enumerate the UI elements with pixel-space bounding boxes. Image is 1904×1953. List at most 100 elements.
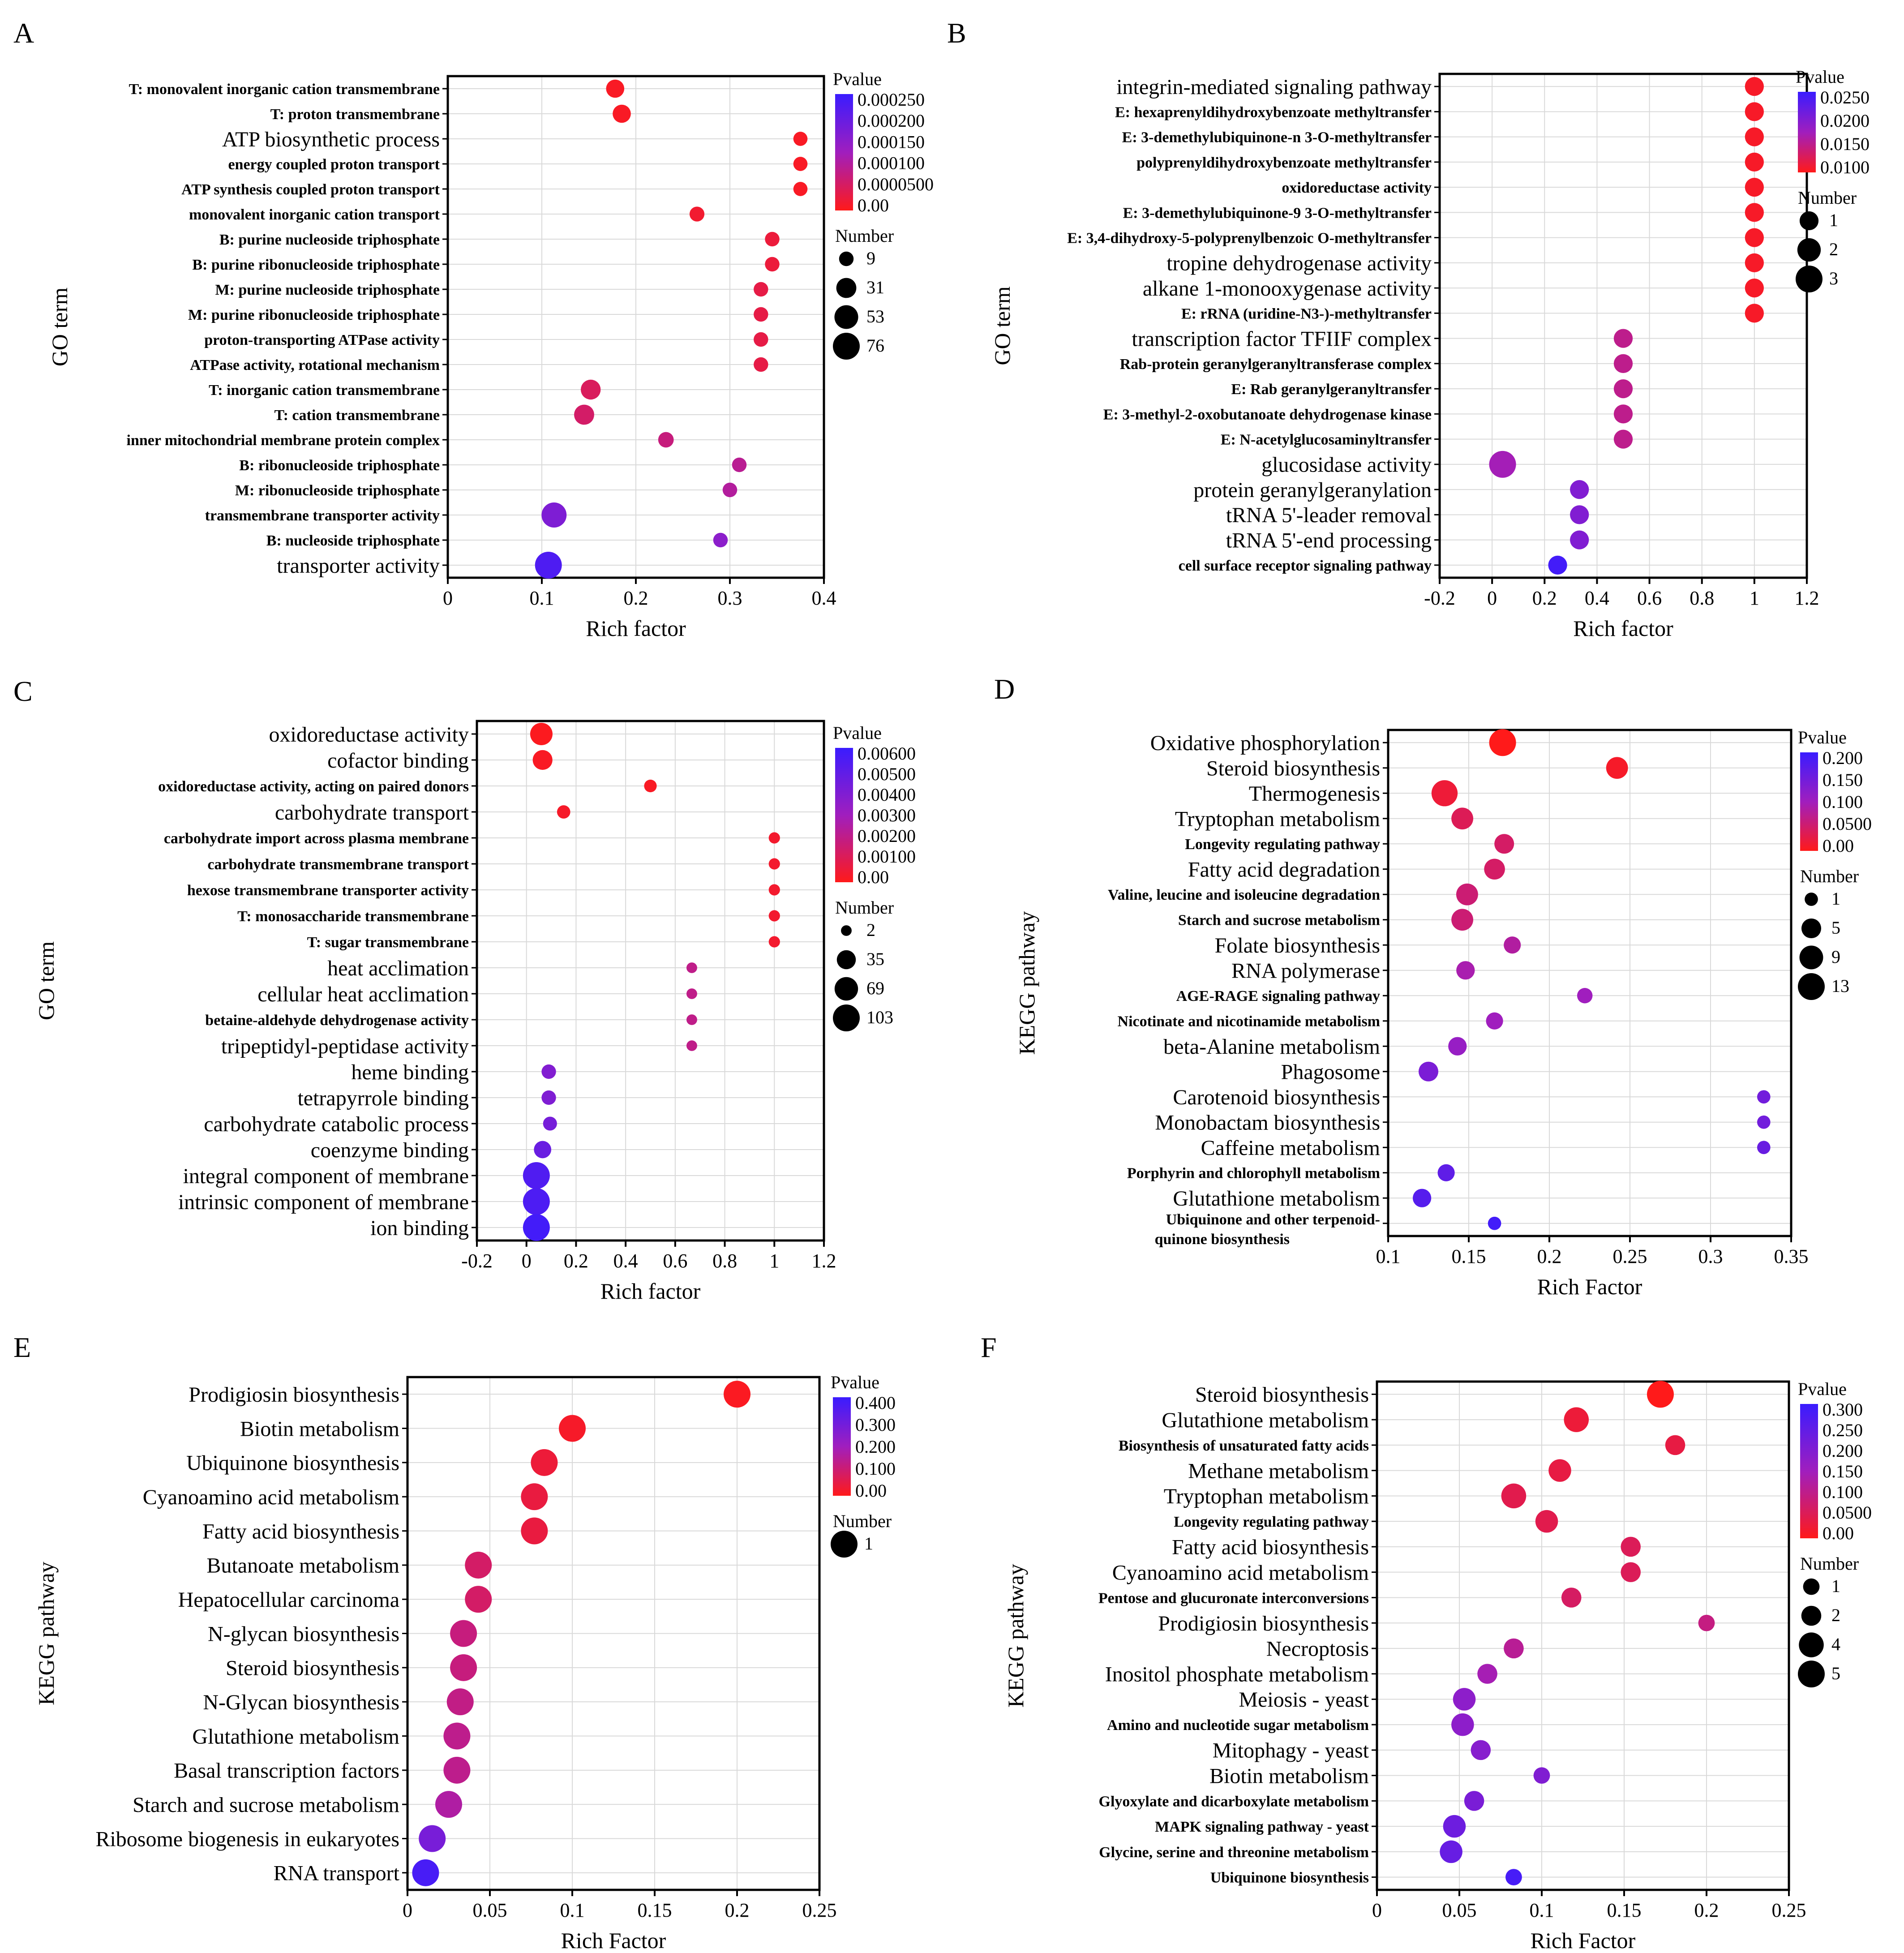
panel-a-term-label: M: ribonucleoside triphosphate xyxy=(235,482,440,499)
panel-c-term-label: heme binding xyxy=(351,1060,469,1084)
panel-a-pvalue-tick-label: 0.0000500 xyxy=(858,174,934,194)
panel-d-pvalue-legend-title: Pvalue xyxy=(1798,727,1847,747)
panel-e-term-label: Ubiquinone biosynthesis xyxy=(186,1451,399,1475)
panel-a-pvalue-tick-label: 0.000200 xyxy=(858,111,925,131)
panel-d-number-legend-dot xyxy=(1801,918,1822,939)
panel-e-y-axis-title: KEGG pathway xyxy=(34,1562,59,1705)
panel-a-data-point xyxy=(793,157,808,171)
panel-a-term-label: energy coupled proton transport xyxy=(228,156,440,173)
panel-c-pvalue-tick-label: 0.00600 xyxy=(858,743,916,764)
panel-f-letter: F xyxy=(981,1331,997,1363)
panel-d-number-legend-dot xyxy=(1799,945,1823,970)
panel-c-data-point xyxy=(532,750,553,770)
panel-f-pvalue-legend-title: Pvalue xyxy=(1798,1379,1847,1399)
panel-a-data-point xyxy=(689,206,705,222)
panel-d-x-tick-label: 0.35 xyxy=(1774,1245,1809,1267)
panel-f-term-label: Steroid biosynthesis xyxy=(1195,1383,1369,1407)
panel-b-pvalue-legend-title: Pvalue xyxy=(1796,67,1844,87)
panel-d-number-legend-label: 1 xyxy=(1831,889,1840,909)
panel-d-number-legend-label: 9 xyxy=(1831,947,1840,967)
panel-b-data-point xyxy=(1613,329,1633,348)
panel-f-number-legend-label: 1 xyxy=(1831,1576,1840,1596)
panel-c-data-point xyxy=(530,722,553,746)
panel-c-data-point xyxy=(644,779,657,793)
panel-c-letter: C xyxy=(13,675,33,707)
panel-b-number-legend-dot xyxy=(1797,238,1821,262)
panel-e-pvalue-legend-title: Pvalue xyxy=(831,1372,879,1392)
panel-f-term-label: Fatty acid biosynthesis xyxy=(1172,1536,1369,1559)
panel-a-term-label: transporter activity xyxy=(277,554,440,578)
panel-b-number-legend-title: Number xyxy=(1798,188,1857,208)
panel-d-term-label: Monobactam biosynthesis xyxy=(1155,1111,1380,1135)
panel-d-data-point xyxy=(1606,757,1628,779)
panel-a-number-legend-title: Number xyxy=(835,226,894,246)
panel-a-number-legend-dot xyxy=(833,333,860,360)
panel-b-term-label: tRNA 5'-leader removal xyxy=(1226,503,1432,527)
panel-a-data-point xyxy=(574,404,594,425)
panel-f-number-legend-dot xyxy=(1803,1578,1820,1595)
panel-a-data-point xyxy=(765,257,780,272)
panel-d-pvalue-colorbar xyxy=(1800,752,1818,851)
panel-c-data-point xyxy=(768,884,780,896)
panel-d-data-point xyxy=(1577,988,1593,1004)
panel-b-y-axis-title: GO term xyxy=(990,286,1015,365)
panel-a-number-legend-label: 31 xyxy=(866,277,884,297)
panel-f-term-label: Biotin metabolism xyxy=(1209,1764,1369,1788)
panel-f-term-label: Prodigiosin biosynthesis xyxy=(1158,1612,1369,1635)
panel-b-pvalue-tick-label: 0.0250 xyxy=(1820,87,1870,107)
panel-d-term-label: Nicotinate and nicotinamide metabolism xyxy=(1118,1013,1380,1030)
panel-c-term-label: ion binding xyxy=(370,1216,469,1240)
panel-a-data-point xyxy=(754,357,768,372)
panel-e-data-point xyxy=(435,1791,462,1818)
panel-d-pvalue-tick-label: 0.00 xyxy=(1823,836,1854,856)
panel-e-pvalue-tick-label: 0.300 xyxy=(855,1415,896,1435)
panel-c-data-point xyxy=(686,1014,697,1025)
panel-b-x-tick-label: 1.2 xyxy=(1795,587,1819,609)
panel-b-data-point xyxy=(1613,404,1633,424)
panel-a-pvalue-tick-label: 0.000150 xyxy=(858,132,925,152)
panel-c-data-point xyxy=(541,1090,556,1105)
panel-f-term-label: Methane metabolism xyxy=(1188,1459,1369,1483)
panel-e-number-legend-label: 1 xyxy=(864,1533,873,1554)
panel-f-term-label: Cyanoamino acid metabolism xyxy=(1112,1561,1369,1584)
panel-a-data-point xyxy=(754,307,768,322)
panel-d-term-label: Porphyrin and chlorophyll metabolism xyxy=(1127,1165,1380,1182)
panel-f-pvalue-tick-label: 0.00 xyxy=(1823,1523,1854,1543)
panel-c-number-legend-label: 2 xyxy=(866,920,875,940)
panel-d-plot-frame xyxy=(1387,729,1793,1237)
panel-b-data-point xyxy=(1745,77,1764,96)
panel-e-data-point xyxy=(450,1654,477,1681)
panel-d-term-label: Fatty acid degradation xyxy=(1188,858,1380,882)
panel-c-term-label: intrinsic component of membrane xyxy=(178,1190,469,1214)
panel-e-term-label: N-Glycan biosynthesis xyxy=(203,1691,399,1714)
panel-a-term-label: T: proton transmembrane xyxy=(270,106,440,123)
panel-f-number-legend-label: 5 xyxy=(1831,1663,1840,1683)
panel-f-data-point xyxy=(1647,1381,1674,1408)
panel-d-term-label: Thermogenesis xyxy=(1249,782,1380,806)
panel-e-term-label: Starch and sucrose metabolism xyxy=(133,1793,399,1817)
panel-b-x-axis-title: Rich factor xyxy=(1573,616,1673,641)
panel-e-term-label: N-glycan biosynthesis xyxy=(208,1622,399,1646)
panel-e-pvalue-colorbar xyxy=(833,1397,851,1496)
panel-c-data-point xyxy=(543,1116,557,1131)
panel-f-term-label: Inositol phosphate metabolism xyxy=(1105,1662,1369,1686)
panel-a-y-axis-title: GO term xyxy=(47,288,72,366)
panel-d-x-tick-label: 0.3 xyxy=(1698,1245,1723,1267)
panel-a-term-label: B: ribonucleoside triphosphate xyxy=(239,457,440,474)
panel-c-data-point xyxy=(557,805,570,819)
panel-a-data-point xyxy=(541,502,567,528)
panel-d-term-label: Steroid biosynthesis xyxy=(1206,757,1380,781)
panel-d-term-label: beta-Alanine metabolism xyxy=(1163,1035,1380,1059)
panel-b-number-legend-label: 2 xyxy=(1829,239,1838,259)
panel-f-term-label: Glyoxylate and dicarboxylate metabolism xyxy=(1099,1793,1369,1810)
panel-a-pvalue-tick-label: 0.000250 xyxy=(858,90,925,110)
panel-b-term-label: transcription factor TFIIF complex xyxy=(1132,327,1432,351)
panel-b-x-tick-label: -0.2 xyxy=(1424,587,1455,609)
panel-a-data-point xyxy=(754,282,768,297)
panel-f-pvalue-tick-label: 0.150 xyxy=(1823,1461,1863,1481)
panel-c-term-label: coenzyme binding xyxy=(311,1138,469,1162)
panel-c-number-legend-label: 103 xyxy=(866,1007,893,1027)
panel-b-term-label: E: 3,4-dihydroxy-5-polyprenylbenzoic O-m… xyxy=(1067,230,1432,247)
panel-d-term-label: Ubiquinone and other terpenoid- xyxy=(1166,1211,1380,1228)
panel-b-x-tick-label: 0.4 xyxy=(1585,587,1609,609)
